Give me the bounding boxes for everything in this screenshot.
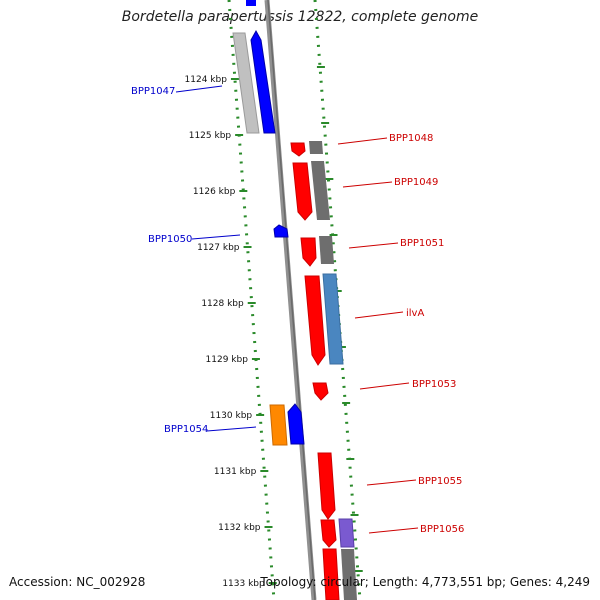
leader-BPP1054 [206, 426, 257, 432]
label-BPP1053[interactable]: BPP1053 [412, 379, 456, 390]
gene-ilvA-arrow[interactable] [304, 275, 326, 366]
gene-bottom-grey[interactable] [341, 549, 357, 600]
label-BPP1049[interactable]: BPP1049 [394, 177, 438, 188]
gene-BPP1049-shadow[interactable] [311, 161, 330, 220]
tick-label: 1129 kbp [206, 355, 249, 365]
leader-BPP1049 [342, 181, 393, 188]
gene-BPP1047-arrow[interactable] [250, 29, 276, 134]
gene-BPP1048-arrow[interactable] [290, 142, 306, 157]
gene-BPP1048-shadow[interactable] [309, 141, 323, 154]
gene-ilvA-shadow[interactable] [322, 273, 344, 365]
left-dotted-guide [227, 0, 276, 600]
leader-BPP1051 [348, 242, 399, 249]
tick-label: 1133 kbp [222, 579, 265, 589]
tick-label: 1130 kbp [210, 411, 253, 421]
gene-BPP1055-arrow[interactable] [317, 452, 336, 520]
genome-backbone [264, 0, 317, 600]
label-BPP1051[interactable]: BPP1051 [400, 238, 444, 249]
tick-label: 1131 kbp [214, 467, 257, 477]
leader-BPP1056 [368, 527, 419, 534]
gene-BPP1054-arrow[interactable] [287, 403, 305, 445]
accession-text: Accession: NC_002928 [9, 575, 146, 589]
gene-BPP1050-arrow[interactable] [273, 224, 289, 238]
leader-BPP1048 [337, 137, 388, 145]
right-dotted-guide [313, 0, 362, 600]
tick-label: 1128 kbp [201, 299, 244, 309]
label-BPP1047[interactable]: BPP1047 [131, 86, 175, 97]
gene-BPP1051-shadow[interactable] [319, 236, 334, 264]
gene-BPP1049-arrow[interactable] [292, 162, 313, 221]
gene-BPP1053-arrow[interactable] [312, 382, 329, 401]
gene-BPP1054-orange[interactable] [269, 404, 288, 446]
leader-BPP1055 [366, 479, 417, 486]
gene-BPP1051-arrow[interactable] [300, 237, 317, 267]
gene-bottom-red[interactable] [322, 548, 340, 600]
gene-BPP1056-shadow[interactable] [338, 518, 355, 548]
leader-BPP1047 [175, 85, 223, 93]
tick-labels: 1124 kbp 1125 kbp 1126 kbp 1127 kbp 1128 kbp… [185, 75, 265, 589]
summary-text: Topology: circular; Length: 4,773,551 bp… [260, 575, 590, 589]
tick-label: 1132 kbp [218, 523, 261, 533]
gene-BPP1056-arrow[interactable] [320, 519, 337, 548]
gene-shadow-light[interactable] [232, 32, 260, 134]
tick-label: 1126 kbp [193, 187, 236, 197]
leader-BPP1050 [191, 234, 241, 240]
tick-label: 1125 kbp [189, 131, 232, 141]
label-BPP1056[interactable]: BPP1056 [420, 524, 464, 535]
label-BPP1054[interactable]: BPP1054 [164, 424, 208, 435]
label-BPP1055[interactable]: BPP1055 [418, 476, 462, 487]
label-BPP1048[interactable]: BPP1048 [389, 133, 433, 144]
leader-BPP1053 [359, 382, 410, 390]
tick-label: 1124 kbp [185, 75, 228, 85]
genome-backbone-shade [267, 0, 316, 600]
label-ilvA[interactable]: ilvA [406, 308, 424, 319]
map-title: Bordetella parapertussis 12822, complete… [121, 9, 479, 25]
leader-ilvA [354, 311, 404, 319]
tick-label: 1127 kbp [197, 243, 240, 253]
gene-top-fragment[interactable] [246, 0, 256, 6]
label-BPP1050[interactable]: BPP1050 [148, 234, 192, 245]
